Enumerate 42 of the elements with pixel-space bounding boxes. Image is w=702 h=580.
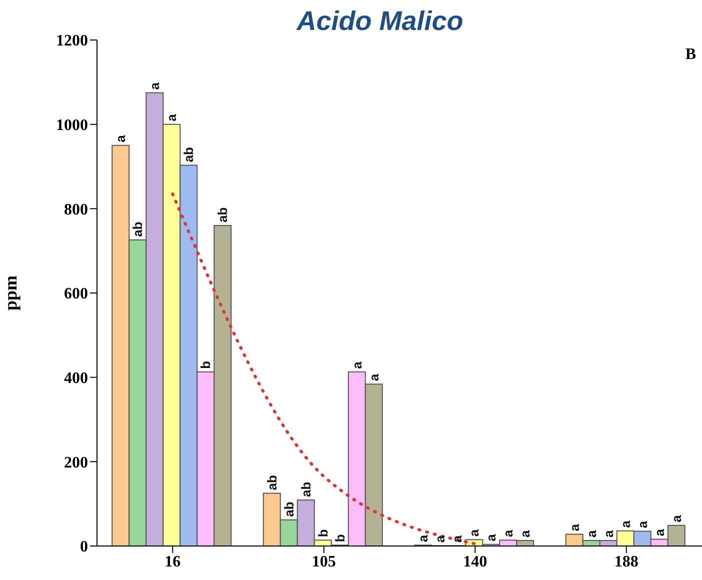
data-label: a — [466, 528, 482, 537]
y-tick-label: 0 — [80, 538, 88, 556]
data-label: a — [668, 514, 684, 522]
y-tick-label: 1000 — [56, 117, 88, 134]
data-label: b — [332, 534, 348, 542]
data-label: ab — [181, 147, 196, 162]
data-label: a — [518, 530, 533, 538]
data-label: a — [450, 534, 465, 543]
data-label: a — [366, 373, 382, 382]
y-axis-title: ppm — [0, 275, 20, 311]
x-tick-label: 105 — [312, 553, 336, 570]
data-label: b — [198, 360, 214, 369]
data-label: b — [315, 529, 330, 538]
data-label: a — [618, 520, 633, 528]
data-label: a — [600, 530, 616, 538]
y-tick-label: 200 — [64, 454, 88, 472]
data-label: a — [500, 529, 516, 538]
data-label: a — [566, 523, 582, 532]
data-label: a — [484, 533, 499, 542]
data-label: a — [147, 82, 162, 90]
data-label: a — [349, 360, 364, 369]
y-tick-label: 1200 — [56, 32, 88, 50]
data-label: a — [113, 134, 128, 142]
data-label: ab — [264, 475, 280, 490]
data-label: a — [634, 520, 650, 528]
data-label: ab — [215, 207, 230, 223]
x-tick-label: 140 — [463, 553, 488, 570]
y-tick-label: 400 — [64, 370, 88, 388]
x-tick-label: 188 — [614, 553, 638, 570]
data-label: a — [416, 534, 431, 542]
y-tick-label: 600 — [64, 286, 88, 303]
x-tick-label: 16 — [164, 553, 181, 570]
data-label: ab — [298, 482, 314, 498]
data-label: ab — [130, 222, 146, 237]
annotation: B — [685, 46, 696, 64]
data-label: a — [584, 530, 599, 538]
y-tick-label: 800 — [64, 201, 88, 218]
data-label: a — [164, 113, 180, 122]
data-label: a — [432, 534, 448, 543]
data-label: a — [652, 528, 667, 536]
chart-title: Acido Malico — [295, 6, 464, 37]
data-label: ab — [281, 502, 296, 517]
